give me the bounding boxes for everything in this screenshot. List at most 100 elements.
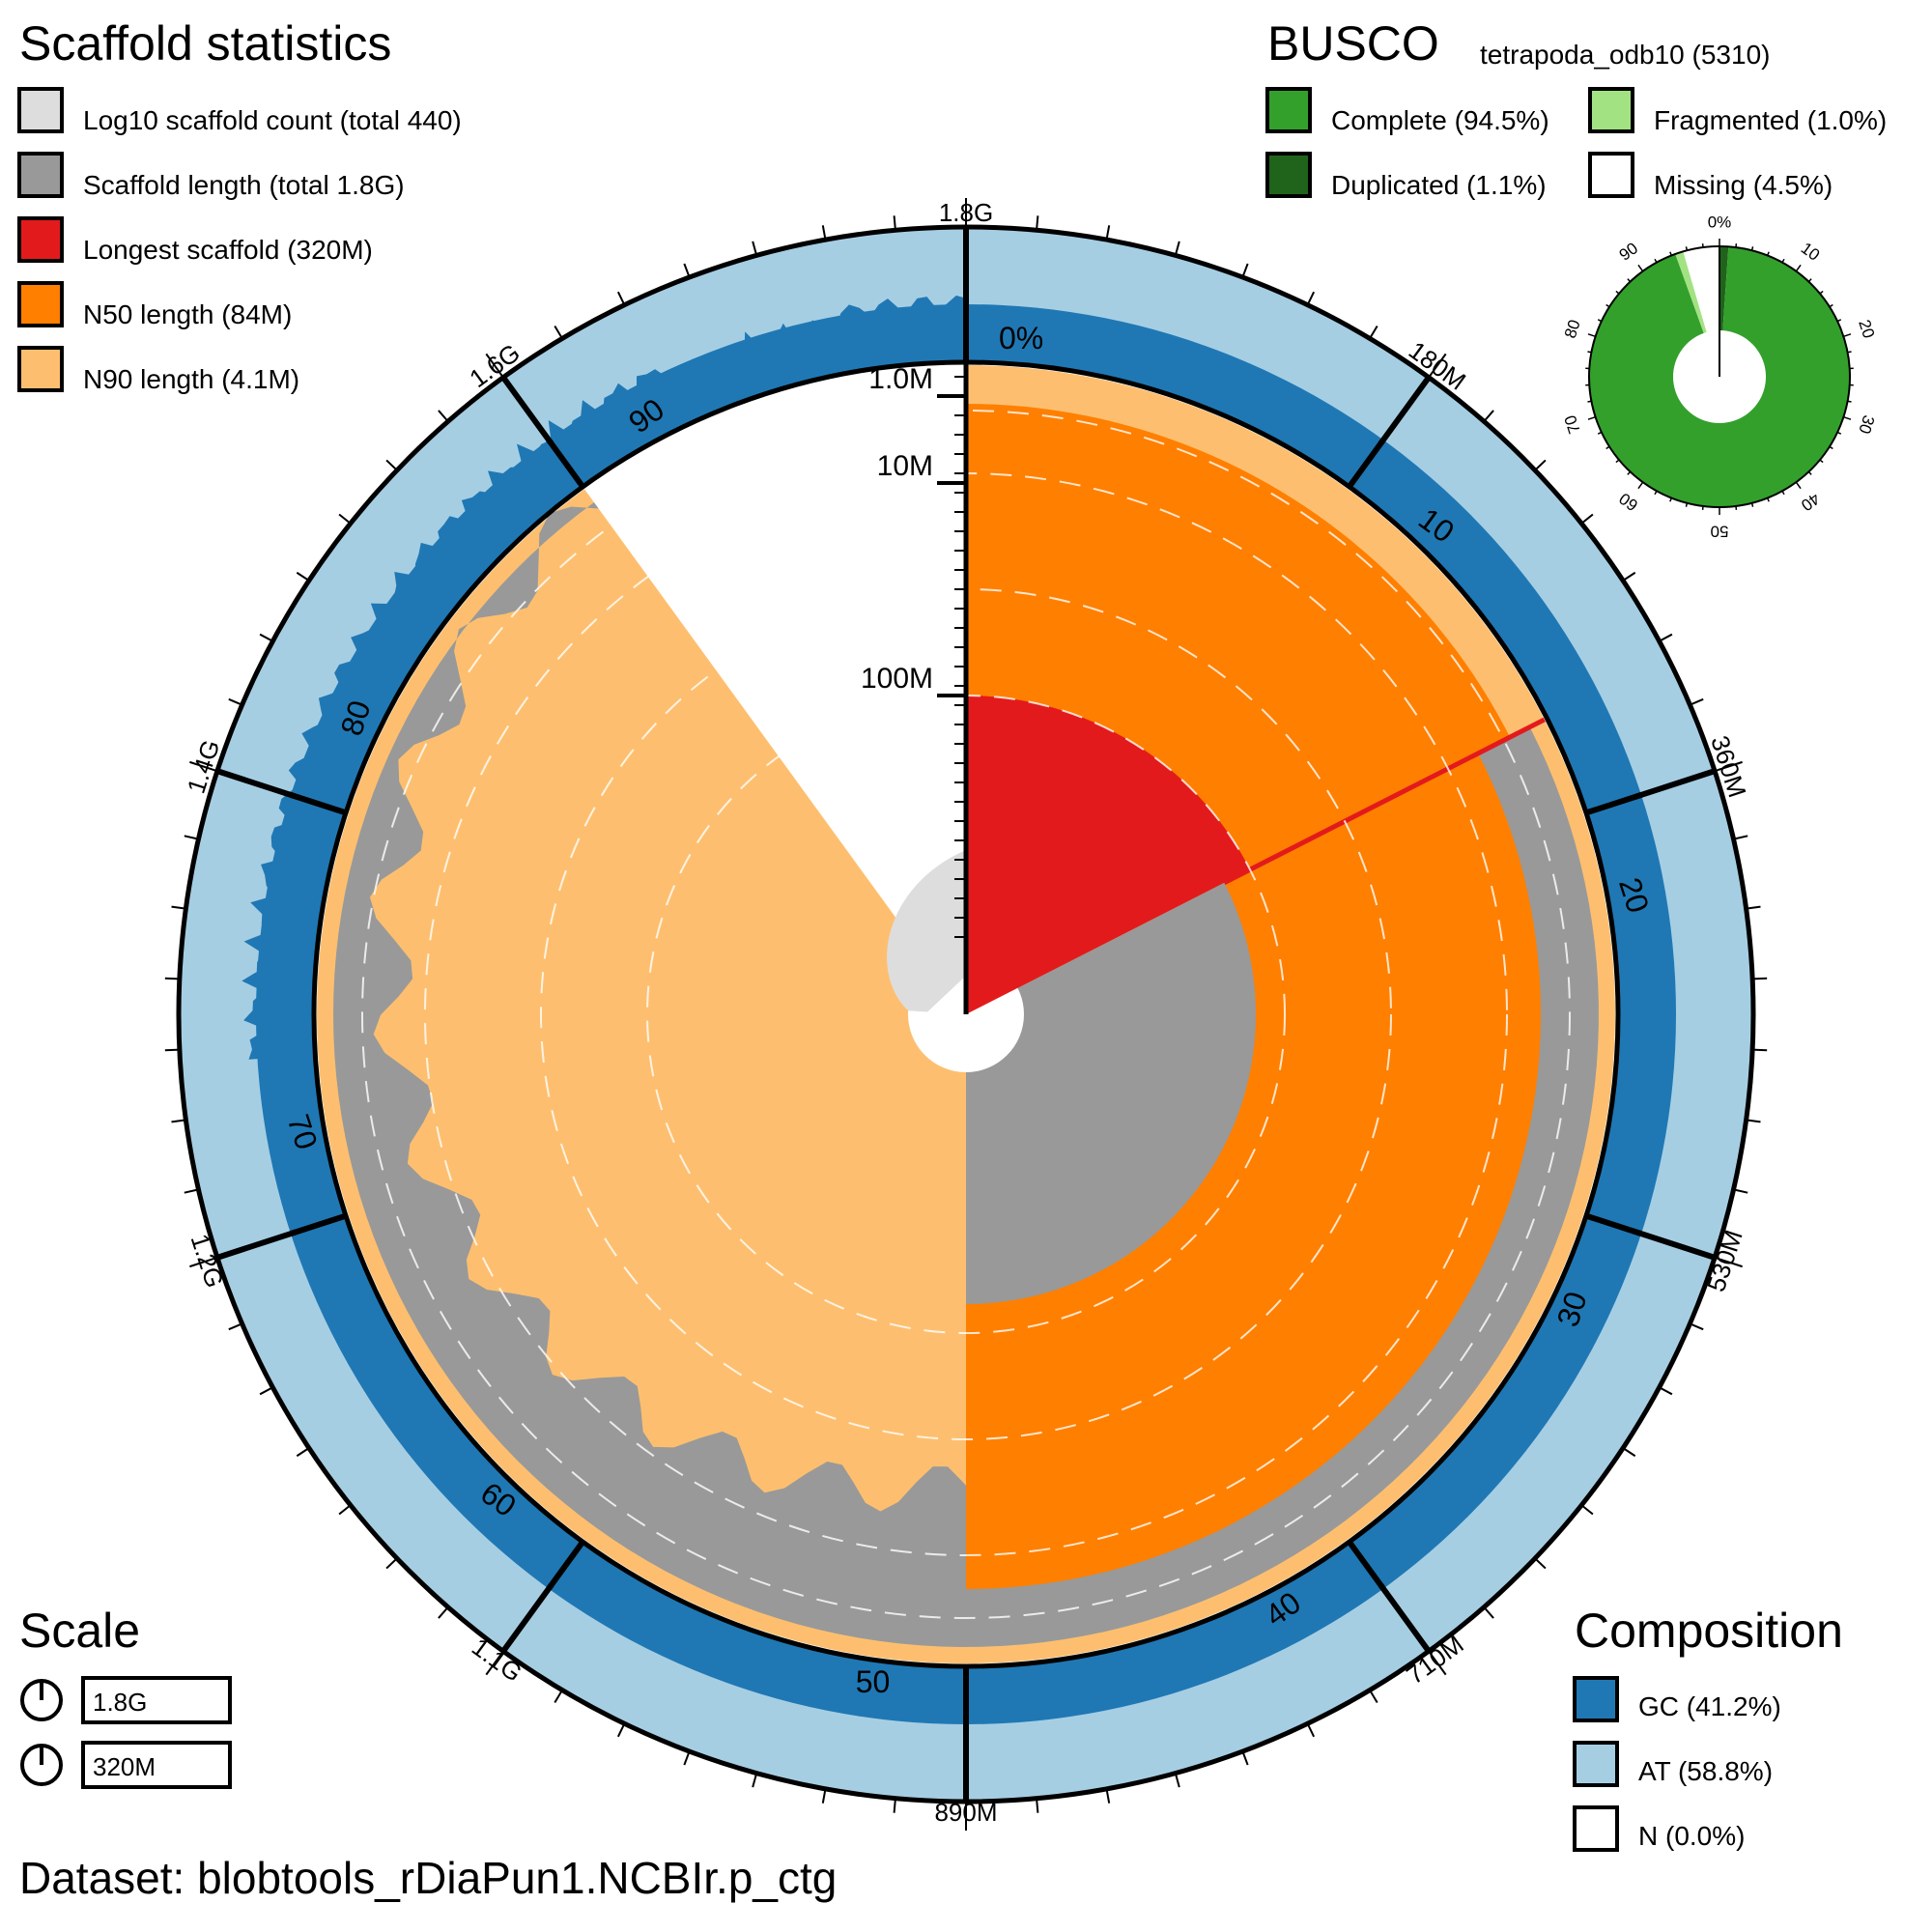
busco-fragmented-arc [1675, 251, 1707, 333]
outer-major-tick-7 [215, 1229, 297, 1261]
outer-major-tick-4 [1378, 1582, 1432, 1654]
busco-label-complete: Complete (94.5%) [1331, 105, 1549, 135]
outer-tick-17 [1752, 977, 1768, 980]
busco-tick-84 [1605, 303, 1610, 308]
outer-tick-51 [171, 1119, 186, 1123]
busco-tick-96 [1685, 246, 1689, 251]
outer-major-tick-3 [1635, 1229, 1717, 1261]
busco-donut: 0% 10 20 30 40 50 60 70 80 90 [1561, 213, 1878, 540]
outer-tick-43 [438, 1606, 449, 1619]
percent-label-0: 0% [999, 321, 1043, 355]
scaffold-legend-title: Scaffold statistics [19, 16, 391, 71]
outer-tick-67 [752, 241, 758, 256]
outer-tick-54 [171, 905, 186, 910]
scale-label-2: 320M [93, 1752, 156, 1781]
composition-label-gc: GC (41.2%) [1638, 1691, 1781, 1721]
legend-swatch-length [17, 152, 64, 198]
outer-tick-52 [164, 1048, 180, 1052]
outer-tick-23 [1659, 1386, 1673, 1396]
busco-tick-48 [1735, 505, 1738, 510]
busco-tick-86 [1615, 290, 1620, 295]
outer-tick-57 [228, 697, 242, 706]
busco-label-3: 30 [1855, 413, 1878, 437]
busco-tick-92 [1654, 258, 1658, 264]
busco-swatch-fragmented [1588, 87, 1634, 133]
outer-tick-46 [296, 1447, 310, 1458]
busco-tick-62 [1627, 470, 1632, 475]
busco-tick-90 [1637, 264, 1644, 272]
outer-tick-45 [338, 1504, 352, 1516]
outer-tick-66 [683, 263, 691, 278]
legend-swatch-n50 [17, 281, 64, 327]
busco-tick-30 [1843, 416, 1852, 420]
outer-tick-48 [228, 1322, 242, 1331]
busco-tick-34 [1829, 445, 1833, 450]
busco-label-0: 0% [1708, 213, 1732, 231]
percent-tick-80 [290, 792, 347, 816]
busco-label-2: 20 [1855, 318, 1878, 341]
legend-label-count: Log10 scaffold count (total 440) [83, 105, 462, 135]
inner-grey [966, 882, 1256, 1304]
outer-tick-6 [1369, 325, 1378, 339]
outer-tick-42 [485, 1650, 504, 1676]
outer-tick-28 [1428, 1650, 1447, 1676]
busco-tick-98 [1701, 243, 1704, 248]
outer-tick-19 [1746, 1119, 1761, 1123]
outer-tick-21 [1714, 1256, 1743, 1268]
outer-tick-64 [554, 325, 563, 339]
percent-label-5: 50 [856, 1664, 891, 1699]
busco-tick-4 [1750, 246, 1754, 251]
composition-swatch-gc [1573, 1676, 1619, 1722]
legend-swatch-longest [17, 216, 64, 263]
outer-tick-59 [296, 571, 310, 582]
outer-tick-22 [1690, 1322, 1704, 1331]
busco-tick-82 [1597, 319, 1603, 323]
busco-label-9: 90 [1616, 239, 1641, 264]
outer-tick-62 [438, 410, 449, 422]
main-plot: 0%1020304050607080901.8G180M360M530M710M… [164, 198, 1768, 1831]
scale-title: Scale [19, 1604, 140, 1658]
busco-tick-68 [1597, 431, 1603, 435]
busco-label-missing: Missing (4.5%) [1654, 170, 1833, 200]
busco-tick-20 [1843, 333, 1852, 337]
outer-tick-68 [821, 225, 827, 241]
outer-tick-53 [164, 977, 180, 980]
scale-box-1 [81, 1676, 232, 1724]
outer-tick-12 [1659, 633, 1673, 642]
outer-tick-11 [1622, 571, 1636, 582]
busco-tick-46 [1750, 502, 1754, 507]
outer-label-5: 890M [934, 1798, 997, 1827]
outer-tick-65 [616, 291, 626, 306]
outer-tick-16 [1746, 905, 1761, 910]
busco-tick-80 [1587, 333, 1596, 337]
percent-tick-20 [1585, 792, 1642, 816]
radial-label-1: 10M [877, 450, 933, 482]
busco-tick-18 [1836, 319, 1842, 323]
outer-tick-29 [1369, 1690, 1378, 1704]
outer-tick-40 [616, 1722, 626, 1738]
busco-tick-38 [1807, 470, 1812, 475]
longest-sector [966, 696, 1251, 1014]
scale-label-1: 1.8G [93, 1688, 147, 1717]
legend-label-n90: N90 length (4.1M) [83, 364, 299, 394]
composition-label-n: N (0.0%) [1638, 1821, 1745, 1851]
outer-tick-3 [1174, 241, 1180, 256]
busco-label-1: 10 [1798, 239, 1823, 264]
busco-tick-36 [1819, 459, 1824, 464]
legend-swatch-count [17, 87, 64, 133]
legend-swatch-n90 [17, 346, 64, 392]
outer-major-tick-6 [500, 1582, 554, 1654]
busco-tick-14 [1819, 290, 1824, 295]
outer-label-0: 1.8G [939, 198, 993, 227]
busco-legend: BUSCO tetrapoda_odb10 (5310) Complete (9… [1265, 16, 1887, 200]
outer-tick-18 [1752, 1048, 1768, 1052]
busco-tick-94 [1669, 251, 1673, 256]
legend-label-length: Scaffold length (total 1.8G) [83, 170, 405, 200]
busco-tick-54 [1685, 502, 1689, 507]
outer-tick-38 [752, 1773, 758, 1788]
percent-tick-30 [1585, 1212, 1642, 1236]
busco-tick-12 [1807, 278, 1812, 283]
busco-duplicated-arc [1719, 246, 1729, 331]
outer-tick-56 [189, 760, 218, 773]
scale-icon-1 [20, 1679, 63, 1721]
